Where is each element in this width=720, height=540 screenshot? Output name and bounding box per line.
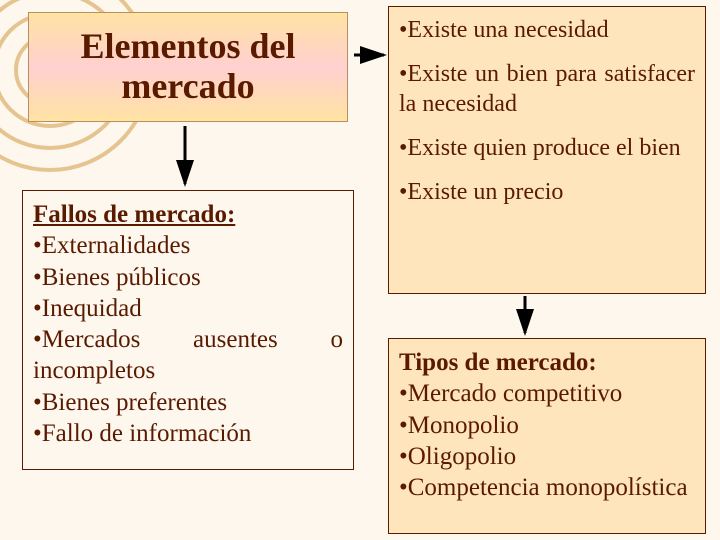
tipos-box: Tipos de mercado: •Mercado competitivo•M… [388,338,706,534]
fallos-item: •Bienes públicos [33,262,343,293]
tipos-heading-text: Tipos de mercado: [399,349,597,376]
tipos-item: •Mercado competitivo [399,378,695,409]
existe-line: •Existe un bien para satisfacer la neces… [399,59,695,119]
fallos-item: •Mercados ausentes o incompletos [33,324,343,387]
title-text: Elementos del mercado [81,27,296,106]
existe-line: •Existe un precio [399,177,695,207]
tipos-items: •Mercado competitivo•Monopolio•Oligopoli… [399,378,695,503]
tipos-item: •Monopolio [399,410,695,441]
fallos-item: •Externalidades [33,230,343,261]
existe-line: •Existe una necesidad [399,15,695,45]
fallos-heading-text: Fallos de mercado: [33,201,235,228]
title-line1: Elementos del [81,26,296,66]
fallos-items: •Externalidades•Bienes públicos•Inequida… [33,230,343,449]
fallos-item: •Bienes preferentes [33,387,343,418]
fallos-box: Fallos de mercado: •Externalidades•Biene… [22,190,354,470]
title-line2: mercado [121,66,254,106]
existe-box: •Existe una necesidad •Existe un bien par… [388,6,706,294]
spacer [399,119,695,133]
spacer [399,163,695,177]
spacer [399,45,695,59]
slide-root: Elementos del mercado Fallos de mercado:… [0,0,720,540]
tipos-heading: Tipos de mercado: [399,347,695,378]
fallos-item: •Inequidad [33,293,343,324]
title-box: Elementos del mercado [28,12,348,122]
tipos-item: •Competencia monopolística [399,472,695,503]
tipos-item: •Oligopolio [399,441,695,472]
existe-line: •Existe quien produce el bien [399,133,695,163]
fallos-heading: Fallos de mercado: [33,199,343,230]
fallos-item: •Fallo de información [33,418,343,449]
existe-lines: •Existe una necesidad •Existe un bien par… [399,15,695,207]
